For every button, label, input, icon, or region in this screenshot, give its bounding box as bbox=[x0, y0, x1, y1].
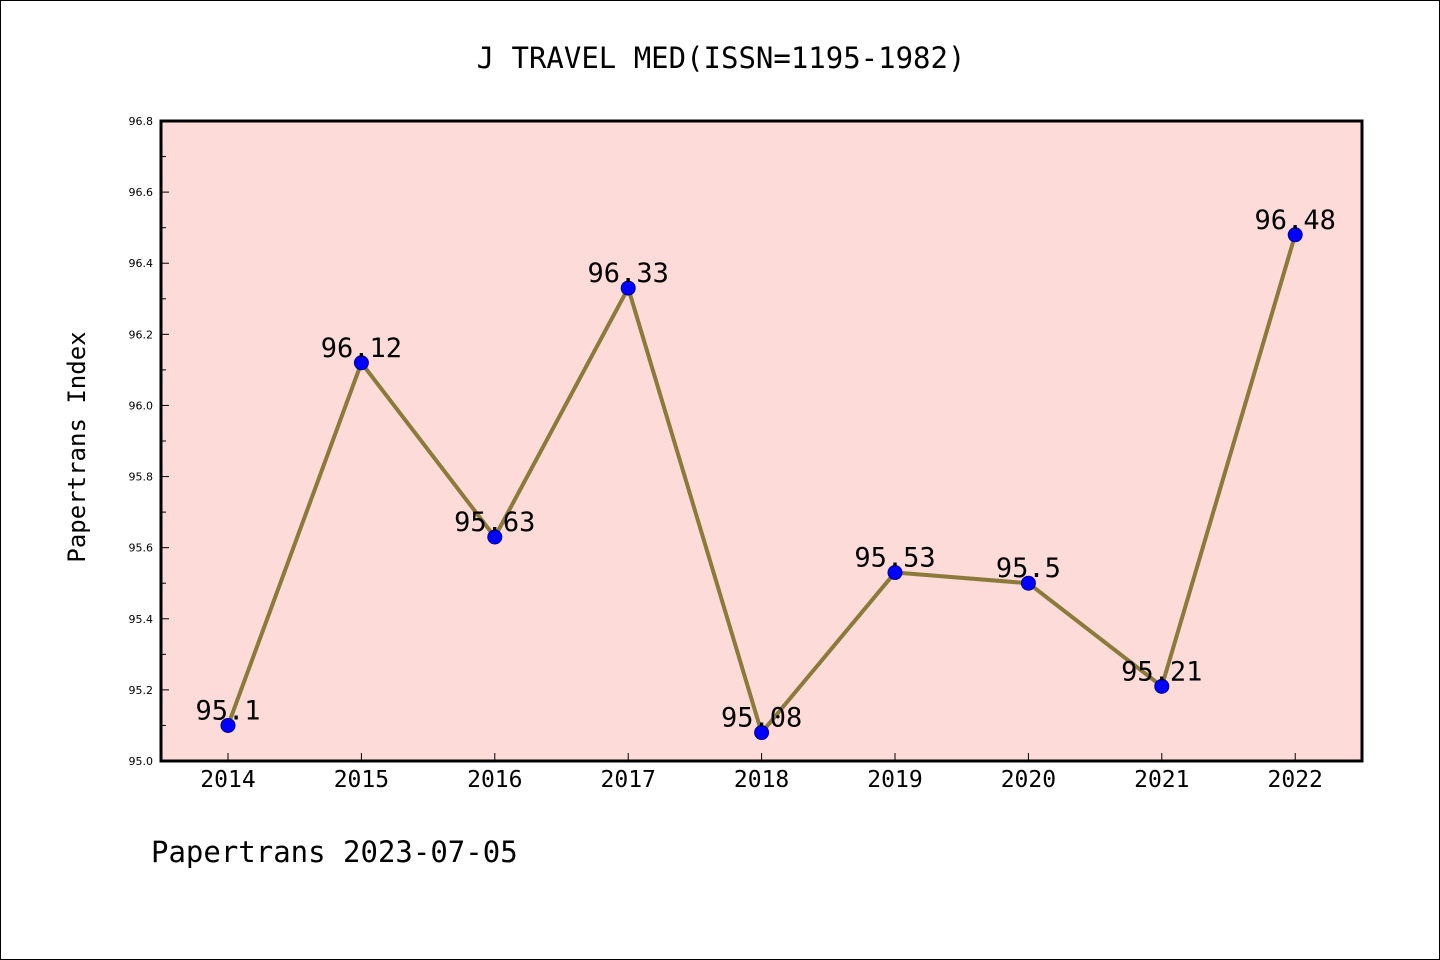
y-tick-label: 96.4 bbox=[129, 257, 154, 270]
chart-title: J TRAVEL MED(ISSN=1195-1982) bbox=[477, 41, 966, 75]
data-point bbox=[887, 565, 903, 581]
x-tick-label: 2017 bbox=[601, 767, 656, 793]
x-tick-label: 2019 bbox=[867, 767, 922, 793]
data-label: 95.53 bbox=[854, 543, 935, 574]
x-tick-label: 2022 bbox=[1268, 767, 1323, 793]
y-tick-label: 96.8 bbox=[129, 115, 154, 128]
plot-area bbox=[159, 119, 1364, 763]
data-point bbox=[754, 725, 770, 741]
x-tick-label: 2020 bbox=[1001, 767, 1056, 793]
y-tick-label: 95.2 bbox=[129, 684, 154, 697]
footer-caption: Papertrans 2023-07-05 bbox=[151, 835, 518, 869]
data-label: 96.48 bbox=[1255, 205, 1336, 236]
y-tick-label: 96.6 bbox=[129, 186, 154, 199]
data-label: 95.5 bbox=[996, 553, 1061, 584]
y-tick-label: 95.0 bbox=[129, 755, 154, 768]
y-tick-label: 96.2 bbox=[129, 328, 154, 341]
y-axis: 95.0 95.2 95.4 95.6 95.8 96.0 96.2 96.4 96.6 96.8 bbox=[129, 115, 169, 768]
data-label: 96.33 bbox=[588, 258, 669, 289]
series-papertrans-index bbox=[220, 227, 1303, 741]
data-point bbox=[487, 529, 503, 545]
data-labels: 95.1 96.12 95.63 96.33 95.08 95.53 95.5 95.21 96… bbox=[195, 205, 1335, 734]
data-label: 95.63 bbox=[454, 507, 535, 538]
data-point bbox=[353, 355, 369, 371]
y-tick-label: 95.6 bbox=[129, 542, 154, 555]
y-tick-label: 95.4 bbox=[129, 613, 154, 626]
data-point bbox=[620, 280, 636, 296]
x-tick-label: 2018 bbox=[734, 767, 789, 793]
data-label: 96.12 bbox=[321, 333, 402, 364]
data-point bbox=[1154, 678, 1170, 694]
data-label: 95.08 bbox=[721, 703, 802, 734]
x-tick-label: 2016 bbox=[467, 767, 522, 793]
data-point bbox=[1020, 575, 1036, 591]
data-point bbox=[220, 717, 236, 733]
data-label: 95.21 bbox=[1121, 656, 1202, 687]
data-point bbox=[1287, 227, 1303, 243]
y-tick-label: 96.0 bbox=[129, 399, 154, 412]
y-tick-label: 95.8 bbox=[129, 471, 154, 484]
y-axis-label: Papertrans Index bbox=[63, 331, 91, 562]
x-tick-label: 2021 bbox=[1134, 767, 1189, 793]
x-tick-label: 2015 bbox=[334, 767, 389, 793]
x-axis: 2014 2015 2016 2017 2018 2019 2020 2021 2022 bbox=[200, 753, 1323, 793]
data-label: 95.1 bbox=[195, 695, 260, 726]
x-tick-label: 2014 bbox=[200, 767, 255, 793]
